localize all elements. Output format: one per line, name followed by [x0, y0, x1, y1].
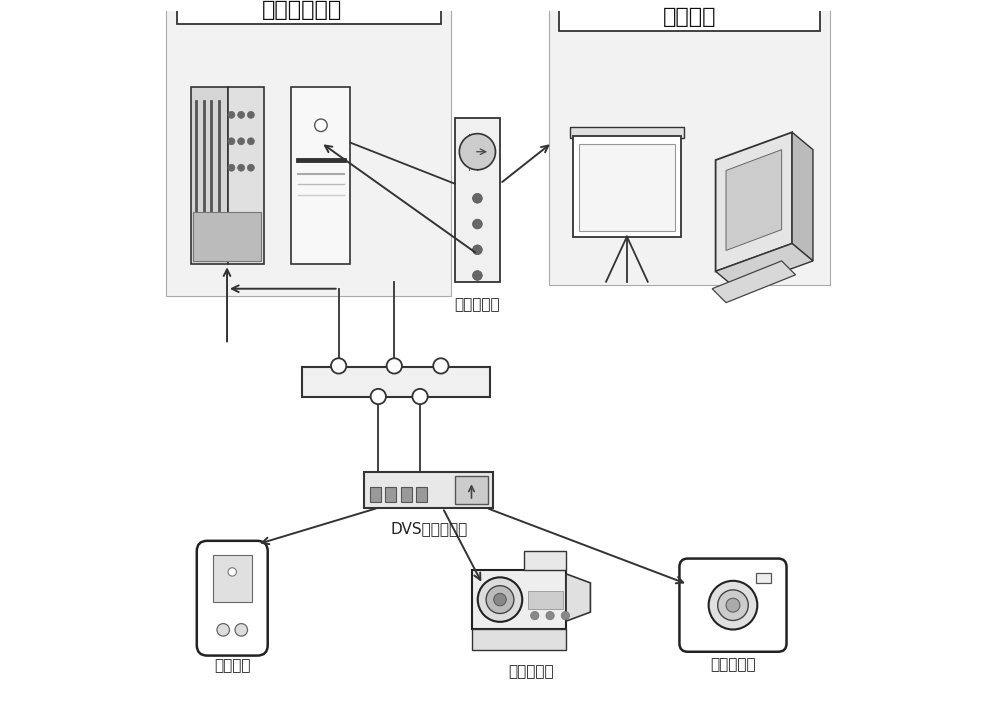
Circle shape [228, 568, 236, 576]
Bar [756, 573, 771, 583]
Bar [166, 0, 451, 296]
Circle shape [709, 581, 757, 630]
Circle shape [433, 358, 449, 373]
Bar [573, 136, 681, 237]
Bar [385, 487, 396, 502]
Bar [570, 126, 684, 138]
FancyBboxPatch shape [679, 558, 787, 652]
Circle shape [371, 389, 386, 404]
Circle shape [217, 623, 229, 636]
Bar [302, 367, 490, 397]
Circle shape [247, 138, 254, 145]
Circle shape [238, 164, 245, 171]
Circle shape [331, 358, 346, 373]
Text: 视频分配器: 视频分配器 [455, 297, 500, 312]
Circle shape [546, 611, 554, 620]
Bar [177, 0, 441, 25]
Circle shape [235, 623, 248, 636]
Bar [528, 591, 563, 609]
Bar [364, 472, 493, 508]
Circle shape [531, 611, 539, 620]
Circle shape [726, 598, 740, 612]
Circle shape [387, 358, 402, 373]
Bar [524, 551, 566, 570]
Text: DVS网络服务器: DVS网络服务器 [390, 521, 467, 536]
Text: 监控中心: 监控中心 [663, 7, 716, 27]
Text: 一体摄像机: 一体摄像机 [508, 664, 554, 678]
Bar [455, 476, 488, 503]
Polygon shape [716, 132, 792, 271]
Bar [416, 487, 427, 502]
Bar [472, 570, 566, 630]
Bar [370, 487, 381, 502]
Circle shape [561, 611, 570, 620]
Polygon shape [712, 261, 796, 303]
Circle shape [473, 245, 482, 255]
FancyBboxPatch shape [197, 541, 268, 656]
Bar [579, 144, 675, 231]
Circle shape [486, 586, 514, 614]
Circle shape [228, 138, 235, 145]
Polygon shape [716, 244, 813, 289]
Circle shape [473, 270, 482, 280]
Circle shape [473, 219, 482, 229]
Bar [191, 87, 228, 264]
Circle shape [238, 112, 245, 119]
Text: 红外摄像机: 红外摄像机 [710, 657, 756, 672]
Circle shape [238, 138, 245, 145]
Circle shape [478, 578, 522, 622]
Circle shape [718, 590, 748, 621]
Circle shape [247, 164, 254, 171]
Bar [291, 87, 350, 264]
Circle shape [494, 593, 506, 606]
Circle shape [247, 112, 254, 119]
Circle shape [473, 193, 482, 203]
Polygon shape [792, 132, 813, 261]
Bar [559, 2, 820, 31]
Polygon shape [726, 150, 782, 251]
Bar [455, 119, 500, 282]
Circle shape [315, 119, 327, 131]
Circle shape [228, 112, 235, 119]
Bar [213, 555, 252, 602]
Circle shape [228, 164, 235, 171]
Polygon shape [566, 574, 590, 621]
Bar [193, 213, 261, 261]
Bar [401, 487, 412, 502]
Text: 移动终端: 移动终端 [214, 659, 250, 674]
Bar [472, 630, 566, 650]
Circle shape [459, 133, 495, 170]
Text: 数据服务中心: 数据服务中心 [262, 0, 342, 20]
Bar [228, 87, 264, 264]
Bar [549, 4, 830, 285]
Circle shape [412, 389, 428, 404]
